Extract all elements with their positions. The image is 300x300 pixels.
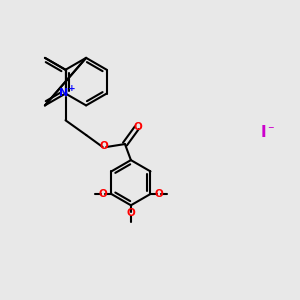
Text: O: O bbox=[127, 208, 135, 218]
Text: +: + bbox=[68, 84, 76, 93]
Text: N: N bbox=[59, 88, 69, 98]
Text: ⁻: ⁻ bbox=[267, 124, 274, 137]
Text: O: O bbox=[99, 189, 107, 199]
Text: I: I bbox=[260, 125, 266, 140]
Text: O: O bbox=[154, 189, 163, 199]
Text: O: O bbox=[99, 141, 108, 152]
Text: O: O bbox=[134, 122, 142, 131]
